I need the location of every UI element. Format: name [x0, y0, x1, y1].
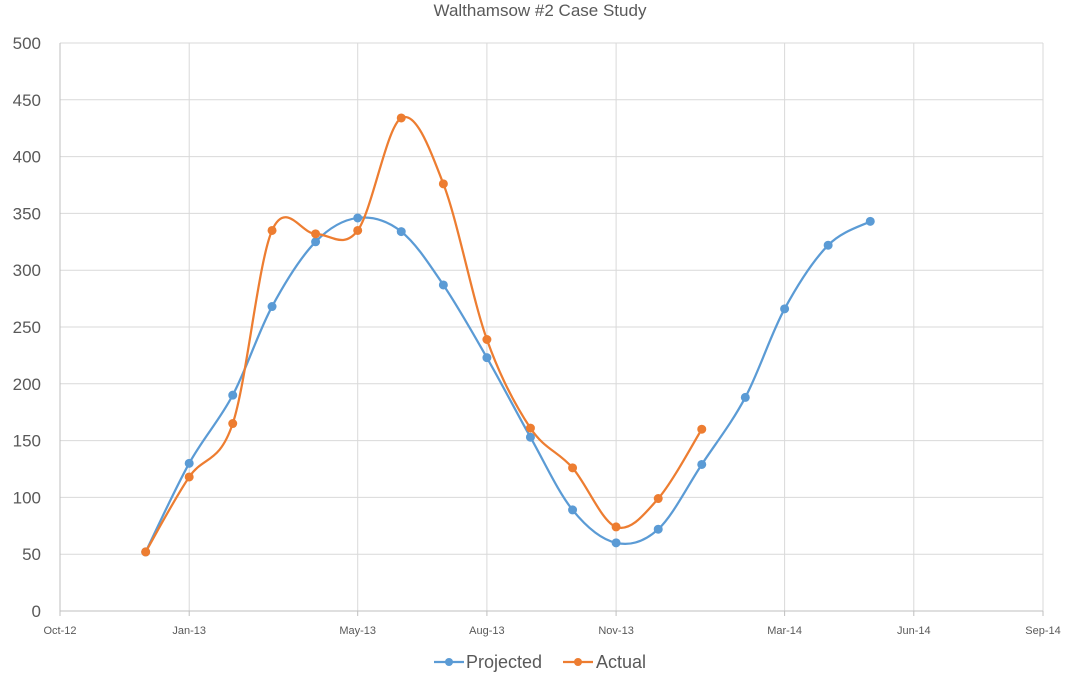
data-point-projected [482, 353, 492, 363]
data-point-projected [311, 237, 321, 247]
series-projected [141, 213, 875, 557]
data-point-actual [611, 522, 621, 532]
legend-item-actual: Actual [563, 652, 646, 672]
grid-lines [60, 42, 1044, 611]
data-point-actual [141, 547, 151, 557]
series-line-actual [144, 115, 703, 554]
y-tick-label: 0 [32, 602, 41, 621]
data-point-projected [353, 213, 363, 223]
data-point-projected [525, 432, 535, 442]
x-tick-label: Aug-13 [469, 625, 504, 637]
data-point-actual [653, 494, 663, 504]
data-point-projected [823, 240, 833, 250]
y-tick-label: 450 [13, 91, 41, 110]
data-point-projected [184, 458, 194, 468]
legend-label-projected: Projected [466, 652, 542, 672]
x-tick-label: Oct-12 [43, 625, 76, 637]
data-point-projected [267, 302, 277, 312]
legend: Projected Actual [434, 652, 646, 672]
legend-item-projected: Projected [434, 652, 542, 672]
data-point-projected [438, 280, 448, 290]
series-line-projected [144, 216, 872, 554]
data-point-projected [611, 538, 621, 548]
data-point-actual [697, 424, 707, 434]
y-axis-tick-labels: 0 50 100 150 200 250 300 350 400 450 500 [13, 34, 41, 621]
series-actual [141, 113, 707, 557]
x-tick-label: Jun-14 [897, 625, 931, 637]
legend-label-actual: Actual [596, 652, 646, 672]
legend-marker-projected [445, 658, 453, 666]
y-tick-label: 400 [13, 148, 41, 167]
data-point-actual [396, 113, 406, 123]
y-tick-label: 500 [13, 34, 41, 53]
y-tick-label: 100 [13, 488, 41, 507]
x-tick-label: Mar-14 [767, 625, 802, 637]
data-point-actual [228, 419, 238, 429]
data-point-projected [396, 227, 406, 237]
x-tick-label: Sep-14 [1025, 625, 1060, 637]
data-point-actual [525, 423, 535, 433]
data-point-actual [353, 225, 363, 235]
series-group [141, 113, 875, 557]
data-point-projected [740, 392, 750, 402]
data-point-actual [438, 179, 448, 189]
data-point-actual [311, 229, 321, 239]
x-tick-label: May-13 [339, 625, 376, 637]
x-tick-label: Nov-13 [598, 625, 633, 637]
data-point-projected [780, 304, 790, 314]
data-point-actual [267, 225, 277, 235]
data-point-projected [865, 216, 875, 226]
data-point-actual [184, 472, 194, 482]
y-tick-label: 350 [13, 204, 41, 223]
data-point-projected [697, 459, 707, 469]
data-point-projected [653, 524, 663, 534]
y-tick-label: 300 [13, 261, 41, 280]
data-point-actual [568, 463, 578, 473]
data-point-actual [482, 334, 492, 344]
chart-title: Walthamsow #2 Case Study [434, 1, 647, 20]
y-tick-label: 200 [13, 375, 41, 394]
x-axis-tick-labels: Oct-12 Jan-13 May-13 Aug-13 Nov-13 Mar-14 Jun-… [43, 625, 1060, 637]
x-tick-label: Jan-13 [172, 625, 206, 637]
y-tick-label: 250 [13, 318, 41, 337]
y-tick-label: 50 [22, 545, 41, 564]
axes [59, 43, 1044, 616]
legend-marker-actual [574, 658, 582, 666]
y-tick-label: 150 [13, 432, 41, 451]
data-point-projected [228, 390, 238, 400]
data-point-projected [568, 505, 578, 515]
